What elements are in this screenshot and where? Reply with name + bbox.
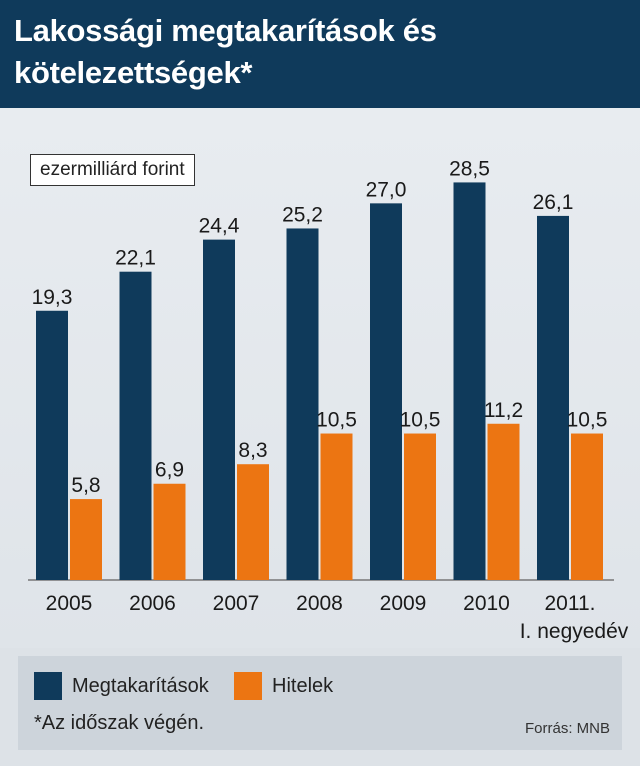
- bar-megtakaritasok-5: [453, 182, 486, 581]
- data-label-megtakaritasok-5: 28,5: [449, 157, 490, 180]
- bar-megtakaritasok-4: [370, 203, 402, 580]
- legend-item-megtakaritasok: Megtakarítások: [34, 672, 209, 700]
- bar-megtakaritasok-0: [36, 310, 68, 580]
- data-label-megtakaritasok-6: 26,1: [533, 191, 574, 214]
- data-label-hitelek-0: 5,8: [71, 474, 100, 497]
- footnote: *Az időszak végén.: [34, 712, 205, 734]
- legend-item-hitelek: Hitelek: [234, 672, 333, 700]
- x-tick-label-4: 2009: [380, 592, 427, 615]
- chart-title: Lakossági megtakarítások és kötelezettsé…: [14, 13, 437, 90]
- data-label-hitelek-4: 10,5: [400, 409, 441, 432]
- x-tick-label-1: 2006: [129, 592, 176, 615]
- bar-chart: 19,3 5,8 2005 22,1 6,9 2006 24,4 8,3 2007 25,2 10,…: [28, 157, 629, 643]
- bar-megtakaritasok-6: [537, 215, 569, 580]
- legend-label-hitelek: Hitelek: [272, 674, 334, 697]
- bar-megtakaritasok-2: [203, 239, 235, 580]
- x-tick-label-5: 2010: [463, 592, 510, 615]
- bar-hitelek-2: [237, 464, 269, 580]
- data-label-megtakaritasok-2: 24,4: [199, 215, 240, 238]
- data-label-megtakaritasok-4: 27,0: [366, 178, 407, 201]
- unit-label: ezermilliárd forint: [30, 154, 195, 186]
- legend-label-megtakaritasok: Megtakarítások: [72, 674, 209, 697]
- x-tick-label-3: 2008: [296, 592, 343, 615]
- data-label-hitelek-6: 10,5: [567, 409, 608, 432]
- data-label-megtakaritasok-3: 25,2: [282, 203, 323, 226]
- bar-hitelek-6: [571, 433, 603, 580]
- bar-hitelek-1: [153, 483, 186, 580]
- bar-megtakaritasok-3: [286, 228, 319, 580]
- legend-swatch-hitelek: [234, 672, 262, 700]
- legend-box: Megtakarítások Hitelek *Az időszak végén…: [18, 656, 622, 750]
- bar-megtakaritasok-1: [119, 271, 152, 580]
- legend-swatch-megtakaritasok: [34, 672, 62, 700]
- bar-hitelek-5: [487, 423, 520, 580]
- chart-area: [0, 108, 640, 648]
- x-tick-label-6: 2011.: [545, 592, 596, 615]
- bar-hitelek-3: [320, 433, 353, 580]
- data-label-megtakaritasok-1: 22,1: [115, 247, 156, 270]
- x-tick-label-0: 2005: [46, 592, 93, 615]
- bar-hitelek-0: [70, 499, 102, 580]
- data-label-hitelek-5: 11,2: [484, 399, 523, 422]
- bar-hitelek-4: [404, 433, 436, 580]
- data-label-hitelek-1: 6,9: [155, 459, 184, 482]
- data-label-megtakaritasok-0: 19,3: [32, 286, 73, 309]
- data-label-hitelek-2: 8,3: [238, 439, 267, 462]
- header: Lakossági megtakarítások és kötelezettsé…: [0, 0, 640, 108]
- x-tick-label-6-line2: I. negyedév: [520, 620, 629, 643]
- x-tick-label-2: 2007: [213, 592, 260, 615]
- data-label-hitelek-3: 10,5: [316, 409, 357, 432]
- source-note: Forrás: MNB: [524, 720, 610, 737]
